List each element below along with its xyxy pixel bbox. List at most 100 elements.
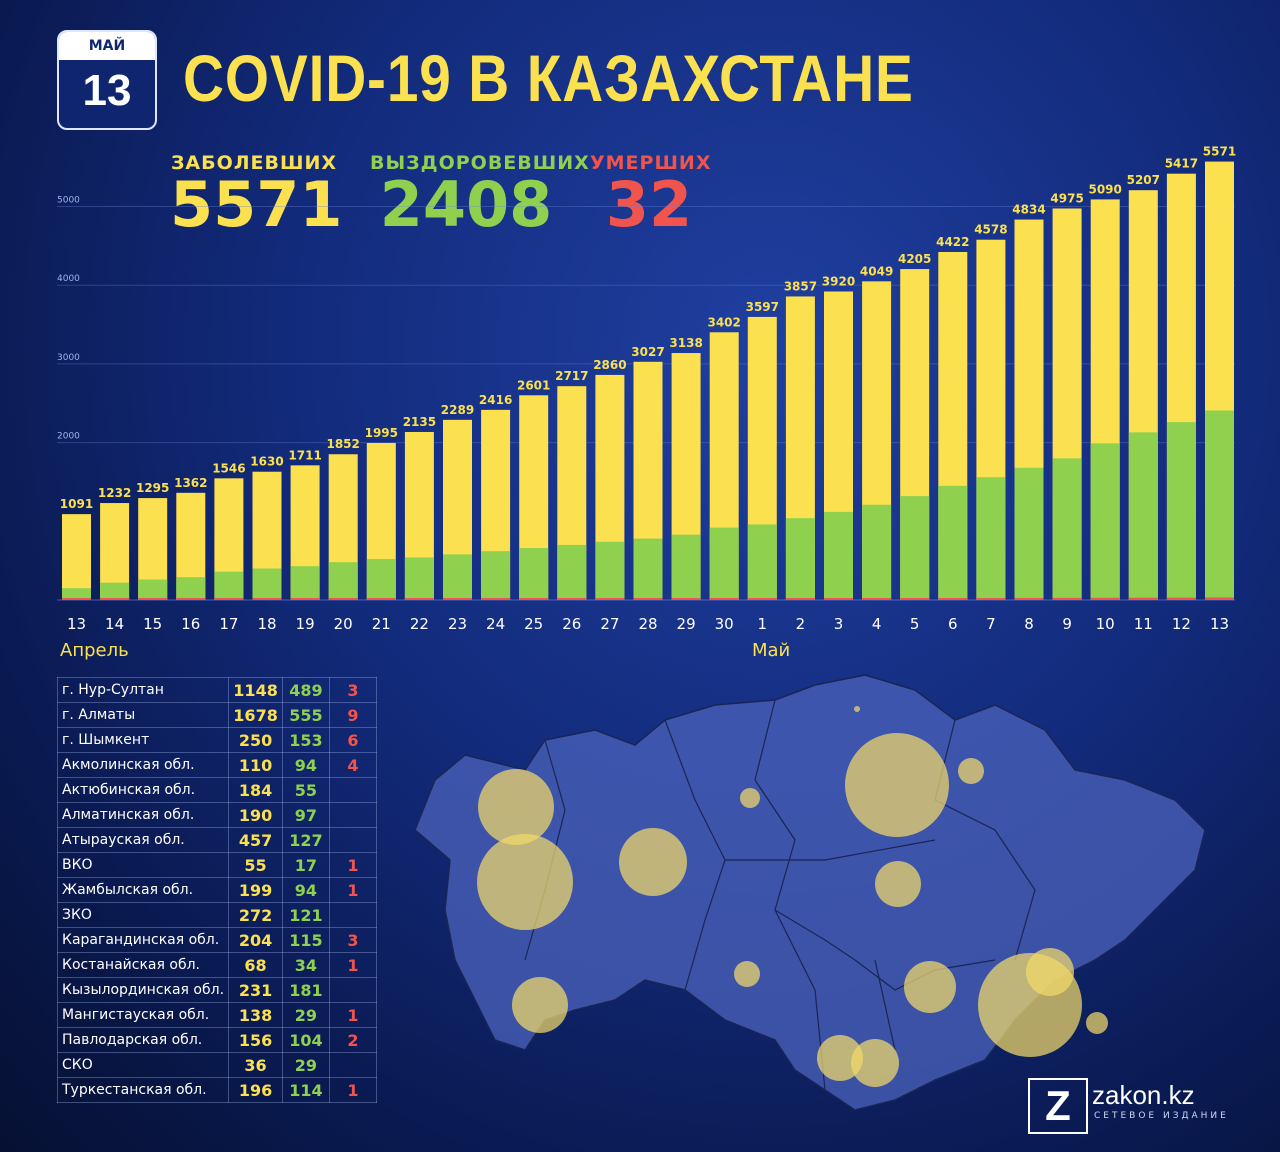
region-deaths: 3 [328, 927, 378, 953]
x-tick-label: 14 [105, 615, 124, 633]
bar-recovered [328, 562, 358, 600]
bar-deaths [824, 598, 853, 600]
brand-name: zakon.kz [1092, 1080, 1195, 1110]
region-recovered: 489 [281, 677, 330, 703]
bar-value-label: 1630 [250, 455, 283, 469]
month-label-april: Апрель [60, 640, 129, 661]
region-deaths: 6 [328, 727, 378, 753]
region-deaths [328, 802, 378, 828]
bar-value-label: 3027 [631, 345, 664, 359]
y-tick-label: 4000 [57, 274, 80, 284]
bar-value-label: 1091 [60, 497, 93, 511]
bar-value-label: 2601 [517, 378, 550, 392]
region-row: Актюбинская обл. 184 55 [56, 777, 378, 803]
bar-value-label: 1362 [174, 476, 207, 490]
region-recovered: 115 [281, 927, 330, 953]
region-deaths: 1 [328, 1002, 378, 1028]
bar-deaths [1166, 597, 1196, 600]
bar-recovered [519, 548, 549, 600]
bar-recovered [900, 496, 930, 600]
bar-recovered [976, 477, 1006, 600]
region-name: СКО [56, 1052, 230, 1078]
region-deaths [328, 902, 378, 928]
region-row: Кызылординская обл. 231 181 [56, 977, 378, 1003]
stat-infected-value: 5571 [170, 168, 343, 241]
map-case-circle [1026, 948, 1074, 996]
page-title: COVID-19 В КАЗАХСТАНЕ [183, 41, 914, 115]
region-recovered: 17 [281, 852, 330, 878]
bar-recovered [290, 566, 320, 600]
map-case-circle [817, 1035, 863, 1081]
region-row: Павлодарская обл. 156 104 2 [56, 1027, 378, 1053]
region-recovered: 29 [281, 1002, 330, 1028]
bar-value-label: 2860 [593, 358, 626, 372]
region-infected: 204 [228, 927, 283, 953]
region-name: Костанайская обл. [56, 952, 230, 978]
bar-deaths [1014, 597, 1044, 600]
region-deaths: 1 [328, 852, 378, 878]
x-tick-label: 12 [1172, 615, 1191, 633]
x-tick-label: 17 [219, 615, 238, 633]
bar-value-label: 5090 [1088, 182, 1121, 196]
region-deaths: 1 [328, 1077, 378, 1103]
x-tick-label: 26 [562, 615, 581, 633]
x-tick-label: 24 [486, 615, 505, 633]
region-infected: 36 [228, 1052, 283, 1078]
bar-recovered [862, 504, 892, 600]
x-tick-label: 13 [1210, 615, 1229, 633]
bar-recovered [824, 511, 853, 600]
bar-value-label: 3597 [746, 300, 779, 314]
bar-value-label: 3402 [707, 315, 740, 329]
bar-deaths [1205, 597, 1234, 600]
bar-value-label: 2416 [479, 393, 512, 407]
bar-value-label: 4049 [860, 264, 893, 278]
bar-recovered [62, 588, 91, 600]
x-tick-label: 6 [948, 615, 958, 633]
region-name: Кызылординская обл. [56, 977, 230, 1003]
region-name: Туркестанская обл. [56, 1077, 230, 1103]
region-infected: 190 [228, 802, 283, 828]
bar-deaths [747, 598, 777, 600]
bar-recovered [1052, 458, 1082, 600]
region-name: Мангистауская обл. [56, 1002, 230, 1028]
bar-deaths [252, 598, 282, 600]
x-tick-label: 10 [1096, 615, 1115, 633]
region-row: г. Шымкент 250 153 6 [56, 727, 378, 753]
map-case-circle [845, 733, 949, 837]
region-deaths: 9 [328, 702, 378, 728]
region-name: Акмолинская обл. [56, 752, 230, 778]
region-deaths [328, 1052, 378, 1078]
month-label-may: Май [752, 640, 791, 661]
bar-recovered [633, 538, 663, 600]
region-recovered: 94 [281, 752, 330, 778]
map-case-circle [958, 758, 984, 784]
region-row: Туркестанская обл. 196 114 1 [56, 1077, 378, 1103]
region-recovered: 114 [281, 1077, 330, 1103]
bar-deaths [557, 598, 587, 600]
region-deaths: 1 [328, 877, 378, 903]
bar-recovered [747, 524, 777, 600]
region-name: г. Шымкент [56, 727, 230, 753]
x-tick-label: 2 [796, 615, 806, 633]
region-infected: 457 [228, 827, 283, 853]
bar-value-label: 3857 [784, 279, 817, 293]
bar-recovered [785, 518, 815, 600]
stat-deaths: УМЕРШИХ 32 [590, 152, 710, 236]
region-name: Актюбинская обл. [56, 777, 230, 803]
bar-deaths [862, 598, 892, 600]
bar-recovered [1128, 432, 1158, 600]
stat-recovered: ВЫЗДОРОВЕВШИХ 2408 [370, 152, 589, 236]
bar-value-label: 5417 [1165, 157, 1198, 171]
region-infected: 231 [228, 977, 283, 1003]
x-tick-label: 1 [758, 615, 768, 633]
bar-deaths [404, 598, 434, 600]
y-tick-label: 2000 [57, 432, 80, 442]
x-tick-label: 18 [257, 615, 276, 633]
x-tick-label: 30 [715, 615, 734, 633]
region-deaths: 4 [328, 752, 378, 778]
region-row: Карагандинская обл. 204 115 3 [56, 927, 378, 953]
bar-deaths [328, 598, 358, 600]
bar-recovered [671, 534, 701, 600]
region-recovered: 153 [281, 727, 330, 753]
bar-value-label: 1852 [326, 437, 359, 451]
